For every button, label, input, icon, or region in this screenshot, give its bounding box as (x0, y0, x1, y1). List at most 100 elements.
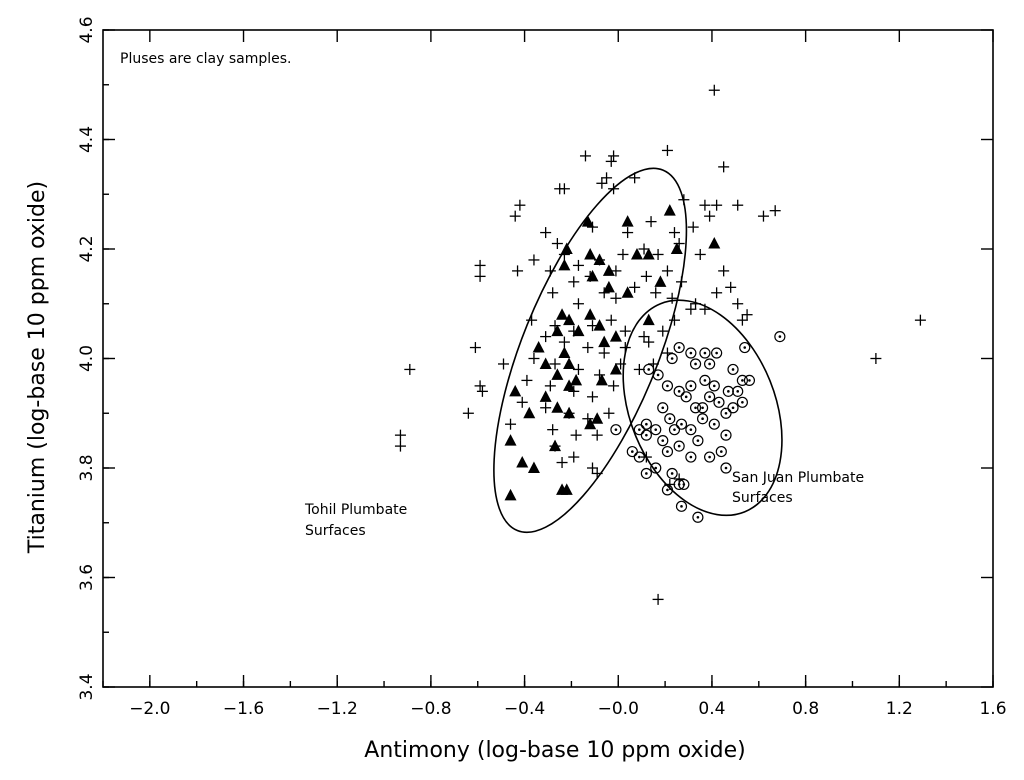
tohil-point (595, 373, 608, 386)
tohil-point (631, 247, 643, 260)
clay-sample-point (678, 194, 690, 206)
confidence-ellipse (493, 167, 688, 534)
x-tick-label: −1.2 (317, 699, 358, 719)
clay-sample-point (394, 429, 406, 441)
tohil-point (584, 417, 597, 430)
tohil-point (527, 461, 540, 473)
sanjuan-point (732, 385, 744, 397)
tohil-point (591, 412, 604, 424)
tohil-point (556, 308, 569, 320)
sanjuan-point (692, 435, 704, 447)
tohil-point (621, 215, 634, 227)
clay-sample-point (718, 265, 730, 277)
sanjuan-point (668, 424, 681, 436)
sanjuan-point (708, 380, 720, 392)
clay-sample-point (544, 380, 556, 392)
clay-sample-point (558, 336, 570, 348)
clay-sample-point (769, 205, 781, 217)
clay-sample-point (608, 183, 620, 195)
y-tick-label: 3.8 (77, 454, 97, 481)
plot-frame (102, 29, 994, 688)
tohil-point (563, 313, 576, 326)
clay-sample-point (704, 210, 716, 222)
sanjuan-point (680, 391, 692, 403)
clay-sample-point (528, 254, 540, 266)
tohil-point (584, 308, 597, 320)
sanjuan-label-line2: Surfaces (732, 490, 793, 506)
clay-sample-point (741, 309, 753, 321)
clay-sample-point (622, 227, 634, 239)
y-tick-label: 4.6 (77, 16, 97, 43)
sanjuan-point (720, 429, 732, 441)
sanjuan-point (739, 341, 751, 354)
sanjuan-point (664, 413, 676, 425)
clay-sample-point (668, 227, 680, 239)
y-axis-title: Titanium (log-base 10 ppm oxide) (25, 181, 50, 554)
clay-sample-point (633, 363, 645, 375)
clay-sample-point (666, 292, 678, 304)
tohil-point (586, 269, 599, 282)
clay-sample-point (587, 462, 598, 474)
tohil-point (539, 357, 552, 369)
tohil-point (558, 346, 571, 359)
sanjuan-point (708, 418, 720, 430)
sanjuan-point (661, 445, 674, 458)
sanjuan-point (633, 424, 645, 436)
clay-sample-point (505, 418, 517, 430)
tohil-point (621, 286, 634, 298)
y-tick-label: 3.6 (77, 564, 97, 591)
clay-sample-point (587, 391, 598, 403)
x-tick-label: −2.0 (129, 699, 170, 719)
tohil-point (563, 379, 576, 391)
clay-sample-point (608, 150, 620, 162)
clay-sample-point (551, 238, 563, 250)
tohil-point (602, 264, 615, 276)
tohil-point (654, 275, 667, 287)
clay-sample-point (547, 287, 559, 299)
sanjuan-point (675, 500, 688, 512)
sanjuan-point (774, 331, 786, 343)
clay-sample-point (629, 172, 641, 184)
clay-sample-point (685, 303, 697, 315)
clay-sample-point (568, 276, 580, 288)
tohil-point (563, 406, 576, 419)
tohil-point (563, 357, 576, 369)
tohil-label-line2: Surfaces (305, 523, 366, 539)
sanjuan-point (689, 358, 702, 370)
clay-sample-point (568, 385, 580, 397)
clay-sample-point (572, 363, 584, 375)
clay-sample-point (570, 429, 582, 441)
tohil-point (556, 483, 569, 495)
clay-sample-point (757, 210, 769, 222)
clay-sample-point (643, 336, 655, 348)
clay-sample-point (587, 221, 598, 233)
clay-sample-point (638, 331, 650, 343)
clay-sample-point (540, 227, 552, 239)
x-tick-label: −0.4 (504, 699, 545, 719)
clay-sample-point (598, 287, 610, 299)
clay-sample-point (664, 478, 676, 490)
clay-sample-point (708, 84, 720, 96)
clay-sample-point (736, 314, 748, 326)
clay-sample-point (718, 161, 730, 173)
clay-sample-point (605, 314, 617, 326)
x-tick-label: −0.8 (410, 699, 451, 719)
clay-sample-point (668, 314, 680, 326)
clay-sample-point (558, 183, 570, 195)
tohil-point (593, 319, 606, 331)
sanjuan-point (661, 380, 674, 392)
tohil-point (504, 434, 517, 446)
x-tick-label: −0.0 (598, 699, 639, 719)
clay-sample-point (474, 380, 486, 392)
tohil-point (551, 401, 564, 413)
clay-sample-point (549, 358, 561, 370)
sanjuan-point (685, 424, 697, 436)
clay-sample-point (619, 342, 631, 354)
clay-sample-point (617, 248, 629, 260)
clay-sample-point (603, 407, 615, 419)
sanjuan-point (673, 341, 685, 354)
tohil-point (642, 313, 655, 326)
clay-sample-point (512, 265, 524, 277)
clay-sample-point (652, 248, 664, 260)
